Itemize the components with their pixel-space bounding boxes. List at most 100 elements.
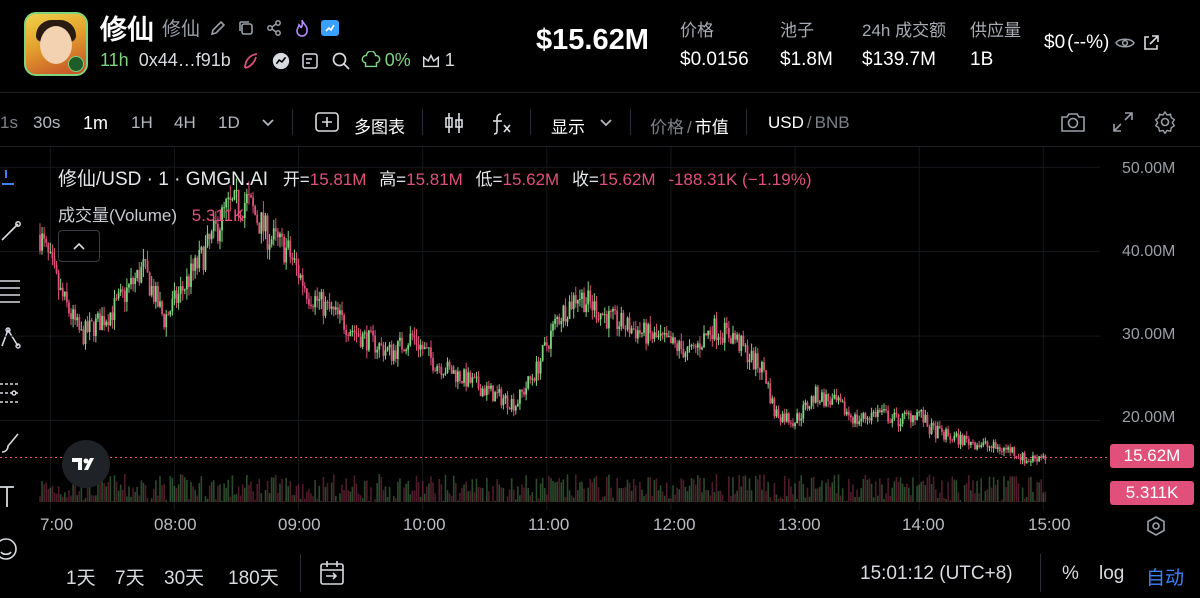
external-link-icon[interactable] xyxy=(1141,33,1161,53)
candle-body xyxy=(351,330,354,332)
bnb-option[interactable]: BNB xyxy=(814,113,850,132)
clock-time[interactable]: 15:01:12 (UTC+8) xyxy=(860,563,1013,584)
usd-option[interactable]: USD xyxy=(768,113,804,132)
fib-tool-icon[interactable] xyxy=(0,278,22,309)
interval-1d[interactable]: 1D xyxy=(218,113,240,132)
pattern-tool-icon[interactable] xyxy=(0,326,22,355)
share-icon[interactable] xyxy=(264,18,284,38)
candle-body xyxy=(370,330,372,332)
brush-tool-icon[interactable] xyxy=(0,430,22,461)
interval-4h[interactable]: 4H xyxy=(174,113,196,132)
settings-gear-icon[interactable] xyxy=(1153,110,1177,139)
volume-bar xyxy=(707,490,709,502)
crosshair-tool-icon[interactable] xyxy=(0,168,22,195)
plus-box-icon[interactable] xyxy=(315,112,339,137)
price-toggle-option[interactable]: 价格 xyxy=(650,118,684,137)
candle-body xyxy=(506,395,509,409)
mcap-toggle-option[interactable]: 市值 xyxy=(694,118,729,137)
volume-bar xyxy=(225,487,227,502)
display-button[interactable]: 显示 xyxy=(551,118,585,137)
volume-bar xyxy=(523,487,525,502)
range-30d[interactable]: 30天 xyxy=(164,568,205,589)
forecast-tool-icon[interactable] xyxy=(0,380,22,411)
candle-body xyxy=(512,399,515,411)
candle-body xyxy=(566,318,569,322)
candle-body xyxy=(132,278,134,285)
token-avatar[interactable] xyxy=(24,12,88,76)
candle-body xyxy=(744,345,747,347)
candle-body xyxy=(256,214,259,223)
range-1d[interactable]: 1天 xyxy=(66,568,96,589)
volume-bar xyxy=(711,482,714,502)
candle-body xyxy=(179,286,182,294)
volume-bar xyxy=(428,483,430,502)
date-range-icon[interactable] xyxy=(318,559,348,592)
percent-toggle[interactable]: % xyxy=(1062,563,1079,584)
chart-circle-icon[interactable] xyxy=(271,51,291,71)
chevron-down-icon[interactable] xyxy=(259,113,277,136)
multi-chart-button[interactable]: 多图表 xyxy=(354,118,405,137)
candle-body xyxy=(336,307,339,315)
volume-bar xyxy=(682,479,685,502)
candle-body xyxy=(721,337,724,343)
price-mcap-toggle[interactable]: 价格 / 市值 xyxy=(650,118,729,137)
candle-body xyxy=(868,418,871,421)
volume-bar xyxy=(870,483,873,502)
indicators-fx-icon[interactable] xyxy=(489,111,515,140)
range-180d[interactable]: 180天 xyxy=(228,568,279,589)
candle-body xyxy=(516,403,519,407)
copy-icon[interactable] xyxy=(236,18,256,38)
search-icon[interactable] xyxy=(331,51,351,71)
edit-icon[interactable] xyxy=(208,18,228,38)
candle-body xyxy=(157,286,159,307)
candle-body xyxy=(998,447,1001,452)
trendline-tool-icon[interactable] xyxy=(0,220,22,247)
candle-body xyxy=(471,377,474,383)
candle-body xyxy=(885,409,887,411)
x-axis-label: 7:00 xyxy=(40,515,74,534)
candle-body xyxy=(521,389,523,392)
text-tool-icon[interactable] xyxy=(0,484,22,513)
price-chart[interactable] xyxy=(0,147,1200,510)
volume-bar xyxy=(978,493,980,502)
candle-body xyxy=(380,343,383,345)
volume-bar xyxy=(717,490,720,502)
candle-type-icon[interactable] xyxy=(443,111,465,140)
candle-body xyxy=(878,409,881,413)
volume-bar xyxy=(864,474,867,502)
candle-body xyxy=(279,233,281,238)
interval-1m[interactable]: 1m xyxy=(83,113,109,133)
note-icon[interactable] xyxy=(301,51,321,71)
currency-toggle[interactable]: USD / BNB xyxy=(768,113,850,132)
log-toggle[interactable]: log xyxy=(1099,563,1125,584)
eye-icon[interactable] xyxy=(1115,33,1136,53)
range-7d[interactable]: 7天 xyxy=(115,568,145,589)
fullscreen-icon[interactable] xyxy=(1111,110,1135,139)
tradingview-logo-icon[interactable] xyxy=(62,440,110,488)
candle-body xyxy=(682,348,685,358)
candle-body xyxy=(754,353,757,370)
camera-icon[interactable] xyxy=(1059,110,1087,139)
auto-toggle[interactable]: 自动 xyxy=(1146,568,1185,589)
collapse-legend-button[interactable] xyxy=(58,230,100,262)
chevron-down-icon[interactable] xyxy=(597,113,615,136)
token-address[interactable]: 0x44…f91b xyxy=(138,50,231,70)
interval-30s[interactable]: 30s xyxy=(33,113,61,132)
twitter-icon[interactable] xyxy=(320,18,340,38)
volume-bar xyxy=(212,480,215,502)
axis-settings-icon[interactable] xyxy=(1145,515,1167,542)
candle-body xyxy=(219,230,221,242)
interval-1s[interactable]: 1s xyxy=(0,113,18,132)
volume-bar xyxy=(560,482,563,502)
volume-bar xyxy=(810,477,813,502)
emoji-tool-icon[interactable] xyxy=(0,536,22,567)
candle-body xyxy=(601,313,604,316)
volume-bar xyxy=(591,482,594,502)
interval-1h[interactable]: 1H xyxy=(131,113,153,132)
volume-bar xyxy=(256,484,259,502)
candle-body xyxy=(550,330,552,349)
flame-icon[interactable] xyxy=(292,18,312,38)
token-age: 11h xyxy=(100,50,129,70)
feather-icon[interactable] xyxy=(241,51,261,71)
volume-bar xyxy=(241,484,244,502)
